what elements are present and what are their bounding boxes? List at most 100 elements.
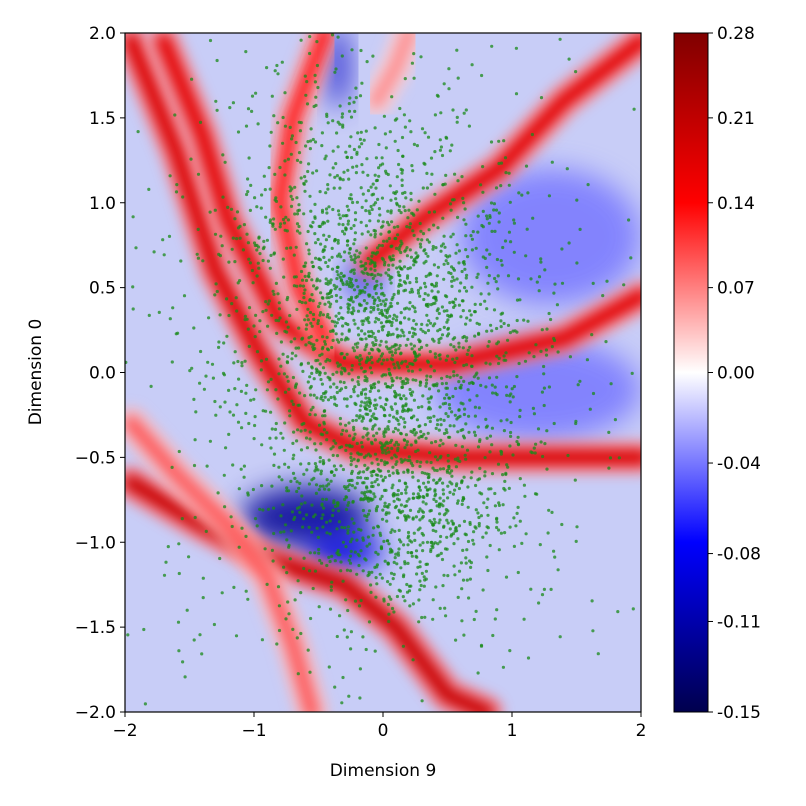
scatter-point bbox=[369, 185, 373, 189]
scatter-point bbox=[368, 454, 372, 458]
scatter-point bbox=[340, 352, 344, 356]
scatter-point bbox=[349, 135, 353, 139]
scatter-point bbox=[192, 397, 196, 401]
scatter-point bbox=[462, 412, 466, 417]
scatter-point bbox=[368, 366, 372, 370]
colorbar-tick-label: 0.21 bbox=[717, 109, 755, 129]
scatter-point bbox=[170, 465, 174, 469]
scatter-point bbox=[361, 170, 365, 174]
scatter-point bbox=[363, 392, 368, 396]
scatter-point bbox=[331, 445, 335, 449]
scatter-point bbox=[414, 276, 418, 281]
scatter-point bbox=[390, 353, 395, 357]
scatter-point bbox=[453, 172, 457, 176]
scatter-point bbox=[157, 310, 161, 314]
scatter-point bbox=[446, 414, 450, 418]
scatter-point bbox=[466, 539, 471, 544]
scatter-point bbox=[403, 514, 407, 518]
scatter-point bbox=[260, 638, 264, 642]
scatter-point bbox=[503, 239, 508, 243]
scatter-point bbox=[312, 343, 316, 347]
scatter-point bbox=[467, 430, 471, 434]
scatter-point bbox=[341, 324, 345, 328]
scatter-point bbox=[334, 67, 338, 71]
scatter-point bbox=[414, 322, 418, 326]
scatter-point bbox=[270, 548, 274, 553]
scatter-point bbox=[287, 612, 291, 616]
scatter-point bbox=[399, 361, 403, 365]
scatter-point bbox=[319, 242, 323, 246]
scatter-point bbox=[238, 279, 242, 283]
scatter-point bbox=[362, 370, 366, 374]
scatter-point bbox=[408, 604, 412, 608]
scatter-point bbox=[613, 418, 618, 422]
scatter-point bbox=[215, 108, 219, 112]
scatter-point bbox=[220, 244, 224, 248]
scatter-point bbox=[348, 569, 353, 573]
scatter-point bbox=[450, 533, 454, 537]
scatter-point bbox=[496, 287, 500, 291]
scatter-point bbox=[452, 370, 456, 374]
scatter-point bbox=[364, 261, 368, 266]
scatter-point bbox=[511, 453, 515, 457]
scatter-point bbox=[282, 565, 286, 569]
scatter-point bbox=[476, 272, 480, 276]
scatter-point bbox=[465, 548, 469, 552]
scatter-point bbox=[373, 201, 378, 205]
scatter-point bbox=[420, 405, 424, 409]
scatter-point bbox=[249, 183, 253, 187]
scatter-point bbox=[282, 221, 287, 225]
scatter-point bbox=[405, 485, 409, 489]
scatter-point bbox=[242, 223, 246, 227]
scatter-point bbox=[425, 562, 429, 566]
scatter-point bbox=[264, 300, 268, 304]
scatter-point bbox=[429, 364, 433, 368]
scatter-point bbox=[382, 434, 386, 438]
scatter-point bbox=[489, 323, 493, 327]
scatter-point bbox=[362, 497, 366, 501]
scatter-point bbox=[522, 318, 526, 322]
scatter-point bbox=[457, 408, 461, 412]
scatter-point bbox=[432, 223, 436, 227]
scatter-point bbox=[388, 474, 392, 478]
scatter-point bbox=[424, 381, 429, 385]
scatter-point bbox=[552, 549, 556, 553]
scatter-point bbox=[435, 423, 440, 427]
scatter-point bbox=[418, 560, 422, 564]
scatter-point bbox=[409, 429, 413, 433]
scatter-point bbox=[461, 428, 465, 432]
scatter-point bbox=[455, 115, 459, 119]
scatter-point bbox=[565, 167, 569, 171]
scatter-point bbox=[385, 539, 389, 543]
scatter-point bbox=[418, 543, 422, 547]
scatter-point bbox=[362, 319, 366, 323]
scatter-point bbox=[341, 540, 345, 544]
scatter-point bbox=[370, 484, 374, 489]
scatter-point bbox=[208, 38, 213, 43]
scatter-point bbox=[250, 268, 254, 273]
scatter-point bbox=[329, 585, 333, 589]
scatter-point bbox=[418, 221, 422, 226]
scatter-point bbox=[349, 455, 353, 460]
scatter-point bbox=[381, 313, 385, 317]
scatter-point bbox=[477, 515, 481, 520]
scatter-point bbox=[444, 511, 448, 515]
scatter-point bbox=[245, 192, 249, 197]
scatter-point bbox=[396, 225, 400, 229]
scatter-point bbox=[531, 406, 536, 410]
scatter-point bbox=[268, 266, 272, 270]
scatter-point bbox=[431, 617, 435, 621]
scatter-point bbox=[457, 341, 461, 345]
scatter-point bbox=[438, 456, 442, 460]
scatter-point bbox=[313, 80, 317, 84]
scatter-point bbox=[450, 469, 454, 473]
scatter-point bbox=[310, 478, 314, 482]
scatter-point bbox=[255, 248, 259, 252]
scatter-point bbox=[246, 597, 250, 601]
scatter-point bbox=[305, 80, 309, 84]
scatter-point bbox=[348, 478, 352, 482]
scatter-point bbox=[418, 518, 422, 522]
scatter-point bbox=[288, 557, 292, 561]
scatter-point bbox=[483, 299, 487, 303]
scatter-point bbox=[299, 363, 303, 367]
